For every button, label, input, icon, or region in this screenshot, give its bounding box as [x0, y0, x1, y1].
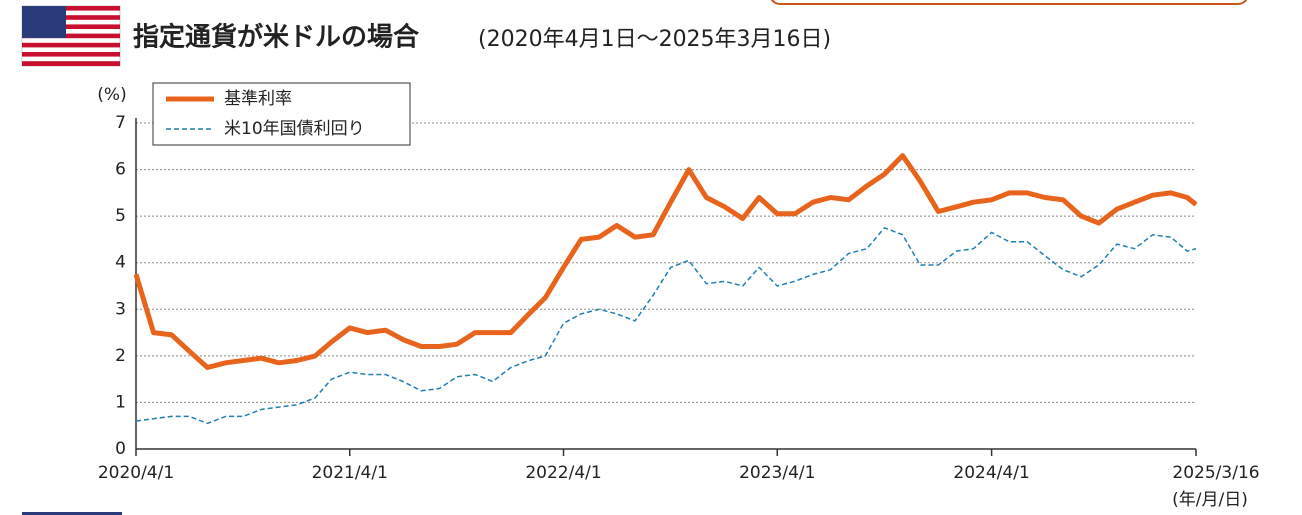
chart-title: 指定通貨が米ドルの場合: [133, 22, 420, 53]
x-tick-label: 2023/4/1: [739, 463, 815, 483]
x-tick-label: 2020/4/1: [98, 463, 174, 483]
y-tick-label: 7: [115, 113, 126, 133]
y-tick-label: 0: [115, 439, 126, 459]
decor-box: [770, 0, 1248, 5]
x-axis-label: (年/月/日): [1172, 490, 1248, 510]
y-tick-label: 3: [115, 299, 126, 319]
chart-subtitle: (2020年4月1日〜2025年3月16日): [478, 27, 831, 52]
x-tick-label: 2024/4/1: [953, 463, 1029, 483]
y-tick-label: 5: [115, 206, 126, 226]
legend-label: 基準利率: [224, 89, 292, 109]
legend-label: 米10年国債利回り: [224, 119, 365, 139]
x-tick-label: 2025/3/16: [1172, 463, 1259, 483]
y-tick-label: 1: [115, 392, 126, 412]
decor-flag-edge: [22, 512, 122, 515]
series-line: [135, 227, 1197, 425]
series-line: [133, 153, 1198, 370]
y-tick-label: 4: [115, 253, 126, 273]
flag: [21, 5, 121, 67]
legend-box: [152, 82, 411, 146]
x-tick-label: 2022/4/1: [525, 463, 601, 483]
y-tick-label: 6: [115, 160, 126, 180]
y-tick-label: 2: [115, 346, 126, 366]
y-axis-label: (%): [97, 85, 126, 105]
x-tick-label: 2021/4/1: [312, 463, 388, 483]
